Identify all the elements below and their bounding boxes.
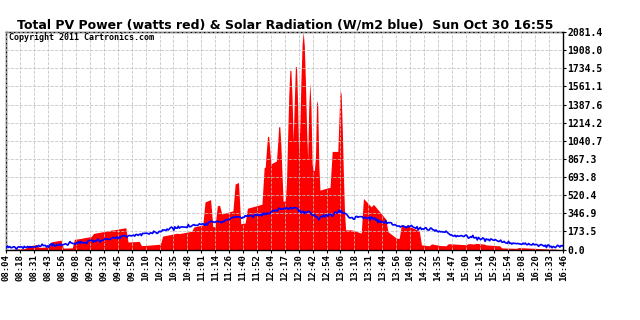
Text: Copyright 2011 Cartronics.com: Copyright 2011 Cartronics.com — [9, 33, 154, 42]
Title: Total PV Power (watts red) & Solar Radiation (W/m2 blue)  Sun Oct 30 16:55: Total PV Power (watts red) & Solar Radia… — [17, 19, 553, 32]
